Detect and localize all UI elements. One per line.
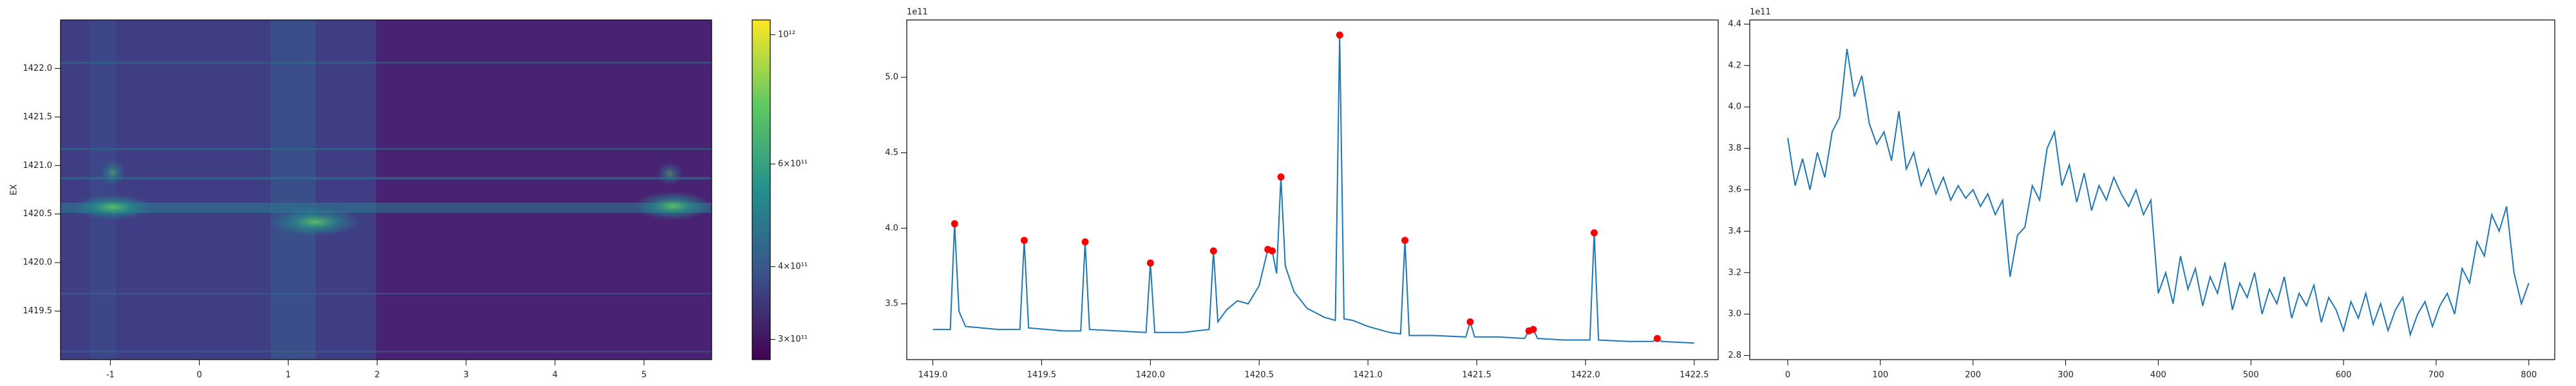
x-tick-label: 1420.5: [1244, 371, 1274, 380]
x-tick-label: 700: [2428, 371, 2444, 380]
y-tick-label: 1419.5: [23, 306, 53, 316]
y-tick-label: 3.5: [885, 299, 898, 309]
colorbar-tick-label: 3×10¹¹: [778, 335, 808, 344]
peak-marker: [951, 220, 958, 228]
axis-offset-label: 1e11: [907, 8, 928, 17]
x-tick-label: 3: [464, 371, 469, 380]
x-tick-label: 1419.5: [1027, 371, 1057, 380]
y-tick-label: 3.6: [1728, 185, 1741, 195]
x-tick-label: 2: [375, 371, 380, 380]
y-tick-label: 3.8: [1728, 143, 1741, 153]
x-tick-label: 200: [1965, 371, 1981, 380]
y-tick-label: 3.0: [1728, 309, 1741, 319]
x-tick-label: 300: [2058, 371, 2074, 380]
x-tick-label: -1: [106, 371, 115, 380]
heatmap-image: [61, 20, 712, 360]
y-tick-label: 4.4: [1728, 19, 1741, 29]
peak-marker: [1269, 247, 1276, 255]
peak-marker: [1146, 259, 1154, 267]
y-tick-label: 4.5: [885, 148, 898, 158]
x-tick-label: 4: [553, 371, 558, 380]
x-tick-label: 1422.0: [1571, 371, 1600, 380]
x-tick-label: 600: [2336, 371, 2352, 380]
axes-frame: [1749, 19, 2555, 360]
y-tick-label: 5.0: [885, 73, 898, 82]
peak-marker: [1277, 173, 1285, 181]
data-line: [1787, 48, 2530, 338]
x-tick-label: 5: [641, 371, 647, 380]
colorbar-tick-label: 10¹²: [778, 30, 795, 39]
peak-marker: [1081, 238, 1089, 246]
data-line: [933, 35, 1694, 344]
y-tick-label: 1421.0: [23, 161, 53, 170]
y-tick-label: 2.8: [1728, 351, 1741, 360]
y-axis-label: EX: [10, 184, 19, 195]
x-tick-label: 400: [2150, 371, 2166, 380]
x-tick-label: 0: [1785, 371, 1790, 380]
y-tick-label: 3.4: [1728, 226, 1741, 236]
x-tick-label: 1421.0: [1353, 371, 1383, 380]
y-tick-label: 1420.5: [23, 209, 53, 219]
y-tick-label: 4.0: [885, 223, 898, 233]
peak-marker: [1530, 326, 1537, 333]
y-tick-label: 4.0: [1728, 102, 1741, 112]
colorbar-tick-label: 6×10¹¹: [778, 159, 808, 169]
peak-marker: [1020, 237, 1028, 244]
x-tick-label: 1420.0: [1136, 371, 1166, 380]
y-tick-label: 3.2: [1728, 268, 1741, 277]
axes-frame: [60, 19, 712, 360]
x-tick-label: 1422.5: [1680, 371, 1709, 380]
x-tick-label: 1: [285, 371, 290, 380]
x-tick-label: 0: [196, 371, 202, 380]
peak-marker: [1401, 237, 1409, 244]
axis-offset-label: 1e11: [1750, 8, 1771, 17]
axes-frame: [906, 19, 1719, 360]
y-tick-label: 1422.0: [23, 64, 53, 73]
y-tick-label: 4.2: [1728, 60, 1741, 70]
y-tick-label: 1420.0: [23, 258, 53, 268]
x-tick-label: 800: [2521, 371, 2537, 380]
x-tick-label: 100: [1872, 371, 1888, 380]
peak-marker: [1466, 318, 1474, 326]
peak-marker: [1336, 31, 1343, 39]
peak-marker: [1653, 335, 1661, 342]
x-tick-label: 1421.5: [1462, 371, 1492, 380]
y-tick-label: 1421.5: [23, 112, 53, 122]
colorbar-frame: [752, 19, 771, 360]
peak-marker: [1590, 229, 1598, 237]
colorbar: [752, 20, 770, 360]
peak-marker: [1209, 247, 1217, 255]
x-tick-label: 1419.0: [918, 371, 948, 380]
x-tick-label: 500: [2243, 371, 2259, 380]
colorbar-tick-label: 4×10¹¹: [778, 262, 808, 271]
